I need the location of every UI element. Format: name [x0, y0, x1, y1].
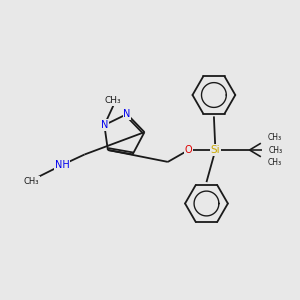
Text: CH₃: CH₃ — [23, 177, 39, 186]
Text: CH₃: CH₃ — [268, 158, 282, 167]
Text: CH₃: CH₃ — [105, 96, 122, 105]
Text: CH₃: CH₃ — [269, 146, 283, 154]
Text: O: O — [185, 145, 193, 155]
Text: Si: Si — [211, 145, 220, 155]
Text: N: N — [101, 120, 108, 130]
Text: NH: NH — [55, 160, 70, 170]
Text: N: N — [123, 109, 131, 119]
Text: CH₃: CH₃ — [268, 133, 282, 142]
